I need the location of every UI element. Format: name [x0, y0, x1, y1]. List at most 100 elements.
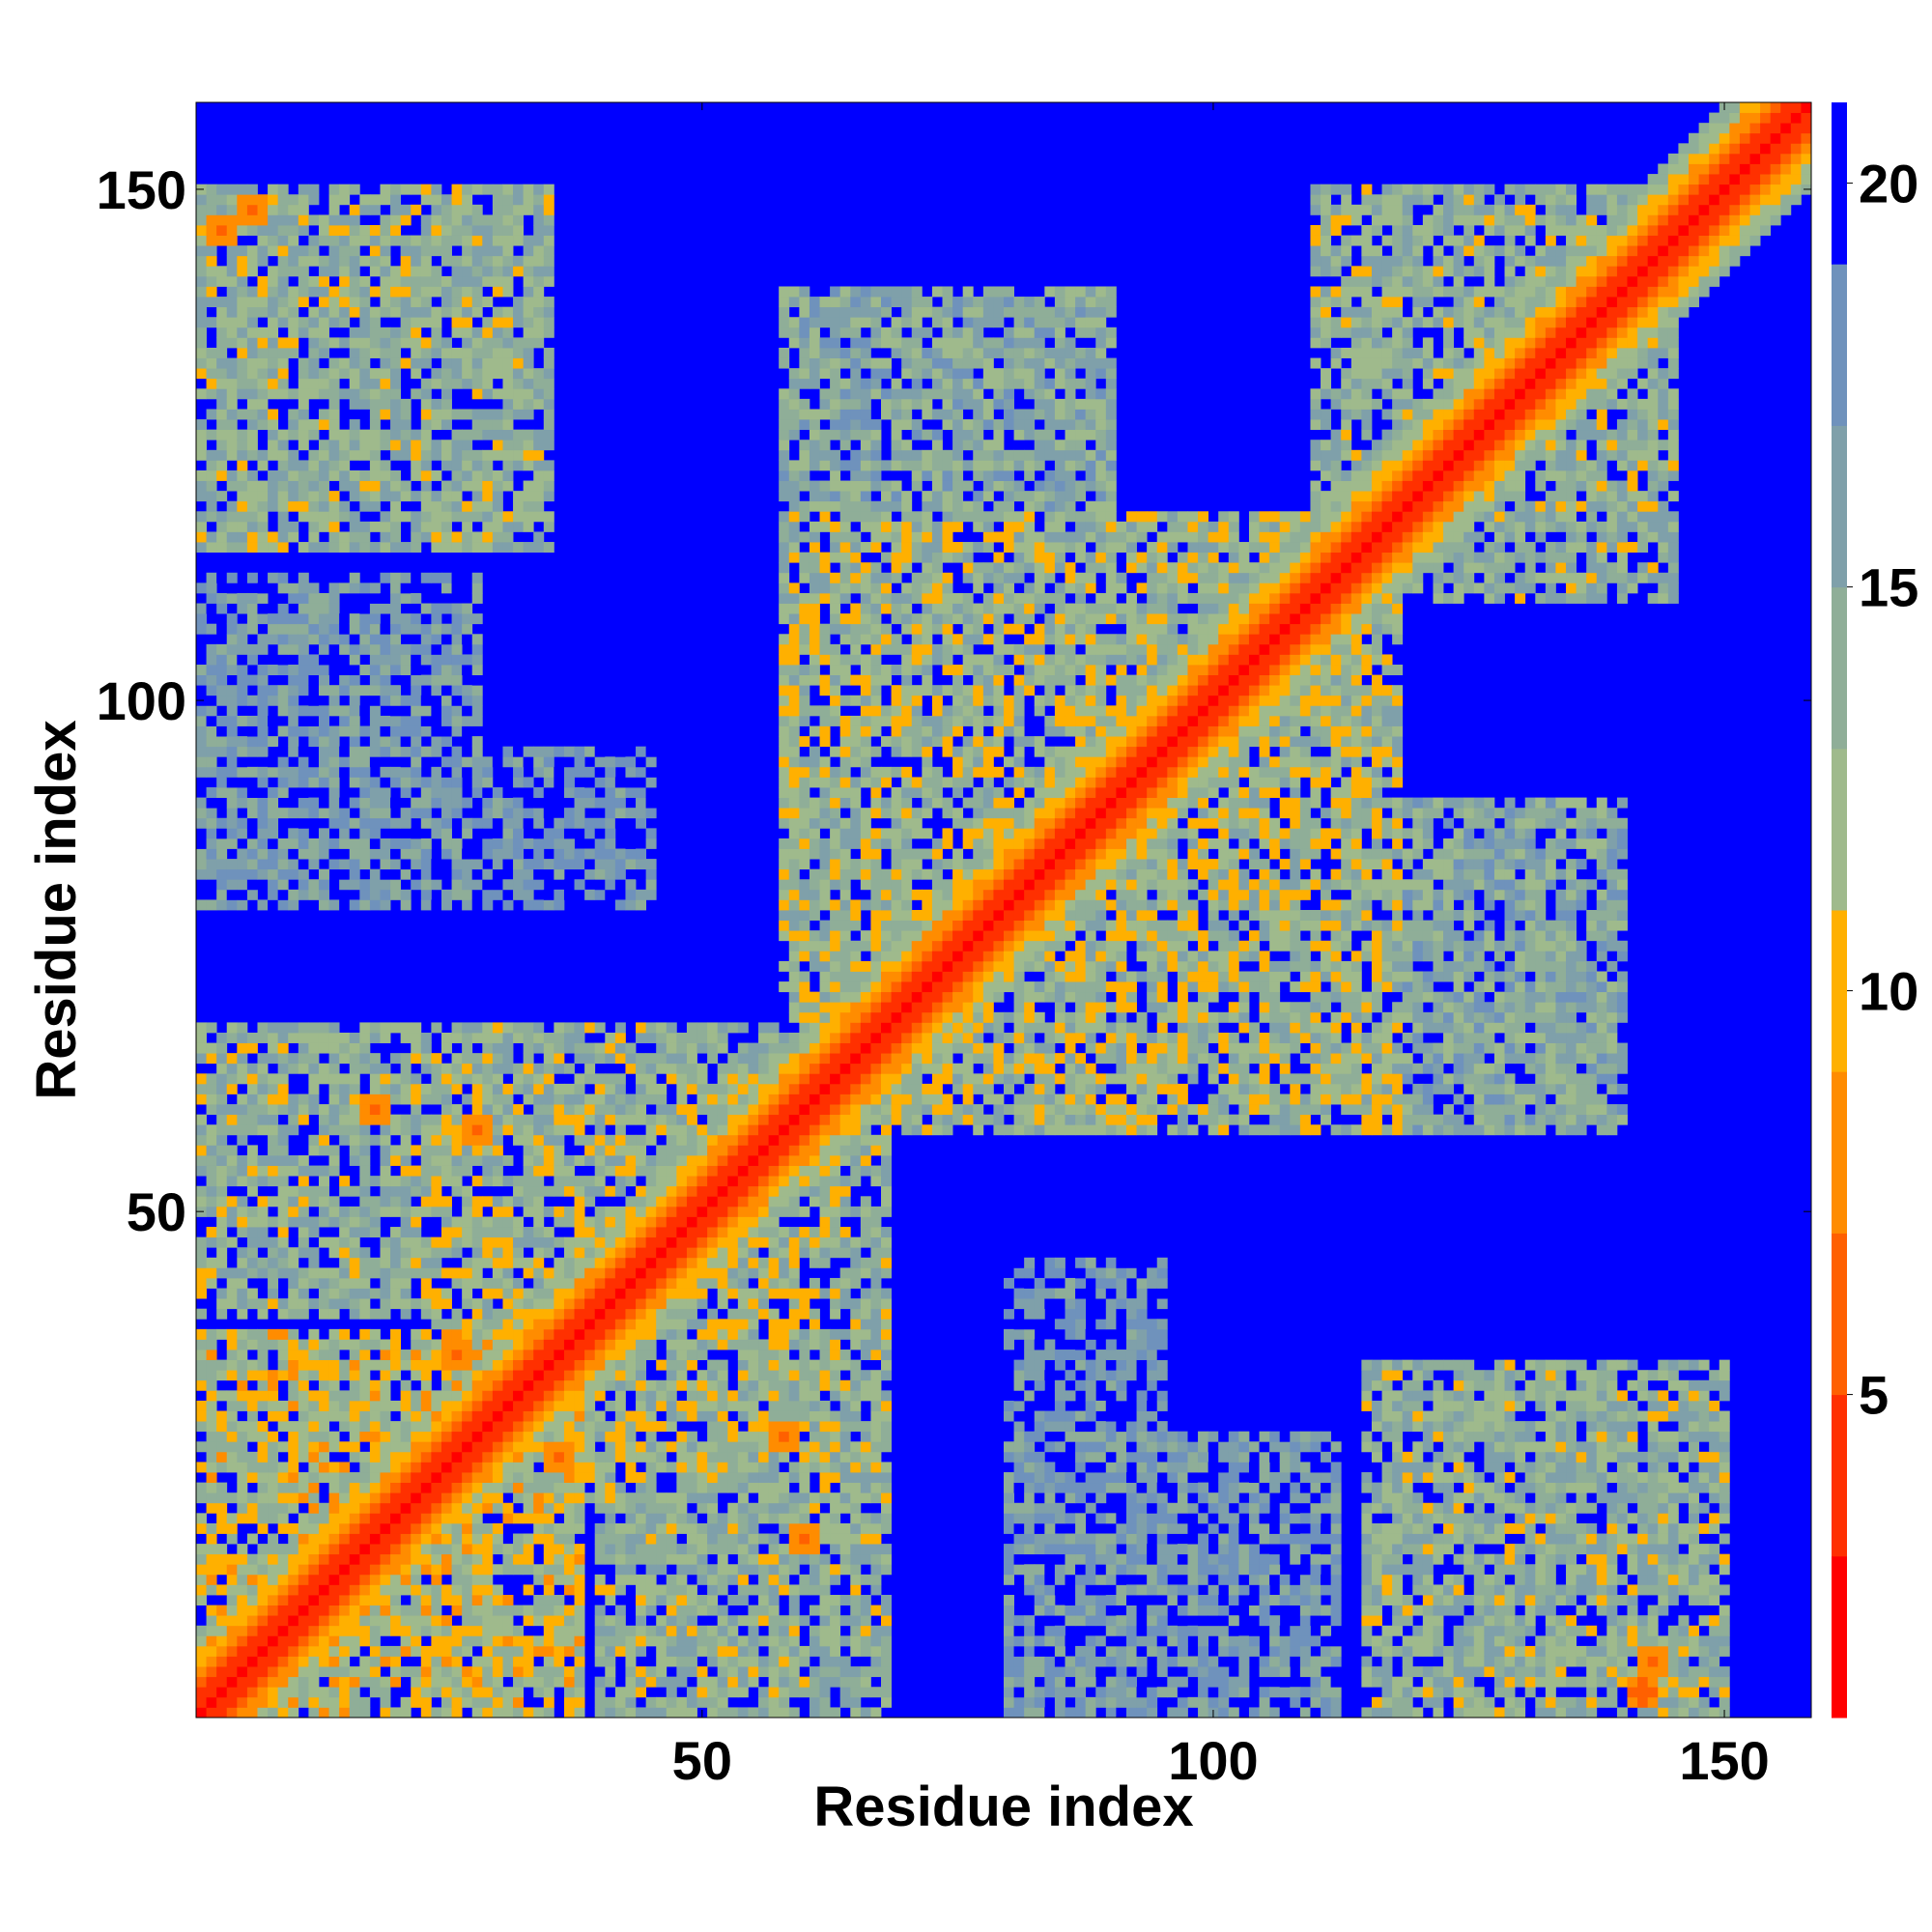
heatmap-cell [359, 235, 371, 246]
heatmap-cell [308, 1227, 320, 1238]
heatmap-cell [543, 1134, 554, 1146]
heatmap-cell [237, 643, 248, 655]
heatmap-cell [277, 521, 289, 532]
heatmap-cell [471, 1216, 483, 1228]
heatmap-cell [369, 1308, 381, 1320]
heatmap-cell [268, 1022, 279, 1034]
heatmap-cell [318, 1216, 329, 1228]
heatmap-cell [666, 1104, 677, 1116]
heatmap-cell [686, 1257, 697, 1268]
heatmap-cell [666, 1687, 677, 1698]
heatmap-cell [318, 1462, 329, 1473]
heatmap-cell [636, 1094, 647, 1105]
heatmap-cell [308, 1431, 320, 1442]
heatmap-cell [451, 838, 463, 849]
heatmap-cell [298, 214, 309, 226]
heatmap-cell [594, 1073, 606, 1085]
heatmap-cell [246, 1707, 258, 1719]
heatmap-cell [605, 1257, 616, 1268]
heatmap-cell [369, 1257, 381, 1268]
heatmap-cell [482, 542, 494, 554]
heatmap-cell [471, 1410, 483, 1422]
heatmap-cell [625, 838, 637, 849]
heatmap-cell [308, 1196, 320, 1208]
heatmap-cell [440, 1492, 452, 1504]
heatmap-cell [411, 1645, 422, 1657]
heatmap-cell [196, 1124, 207, 1136]
heatmap-cell [656, 1502, 668, 1514]
heatmap-cell [533, 1522, 545, 1534]
heatmap-cell [584, 1441, 596, 1453]
heatmap-cell [226, 480, 238, 492]
heatmap-cell [206, 1707, 217, 1719]
heatmap-cell [277, 337, 289, 349]
heatmap-cell [359, 337, 371, 349]
heatmap-cell [411, 1533, 422, 1545]
heatmap-cell [359, 623, 371, 635]
heatmap-cell [482, 1236, 494, 1248]
heatmap-cell [196, 705, 207, 717]
heatmap-cell [656, 1584, 668, 1596]
heatmap-cell [614, 1185, 626, 1197]
heatmap-cell [614, 817, 626, 829]
heatmap-cell [696, 1635, 708, 1647]
heatmap-cell [420, 859, 432, 870]
heatmap-cell [563, 1319, 575, 1330]
heatmap-cell [594, 868, 606, 880]
heatmap-cell [226, 838, 238, 849]
heatmap-cell [380, 306, 391, 318]
heatmap-cell [605, 1370, 616, 1381]
heatmap-cell [462, 1022, 473, 1034]
heatmap-cell [226, 409, 238, 420]
heatmap-cell [554, 1267, 565, 1279]
heatmap-cell [369, 899, 381, 911]
heatmap-cell [359, 777, 371, 788]
heatmap-cell [605, 1165, 616, 1177]
heatmap-cell [196, 306, 207, 318]
heatmap-cell [216, 1247, 228, 1259]
heatmap-cell [411, 1615, 422, 1627]
heatmap-cell [411, 1687, 422, 1698]
heatmap-cell [206, 1196, 217, 1208]
heatmap-cell [482, 357, 494, 369]
heatmap-cell [339, 582, 351, 594]
heatmap-cell [257, 1257, 269, 1268]
heatmap-cell [440, 797, 452, 809]
heatmap-cell [440, 1247, 452, 1259]
heatmap-cell [420, 613, 432, 625]
heatmap-cell [431, 500, 442, 512]
heatmap-cell [645, 1196, 657, 1208]
heatmap-cell [696, 1595, 708, 1605]
heatmap-cell [380, 1267, 391, 1279]
heatmap-cell [216, 224, 228, 236]
heatmap-cell [451, 1227, 463, 1238]
heatmap-cell [563, 848, 575, 860]
heatmap-cell [666, 1124, 677, 1136]
heatmap-cell [645, 1441, 657, 1453]
heatmap-cell [656, 1421, 668, 1433]
heatmap-cell [400, 1053, 412, 1065]
heatmap-cell [237, 623, 248, 635]
heatmap-cell [298, 1421, 309, 1433]
heatmap-cell [696, 1645, 708, 1657]
heatmap-cell [411, 204, 422, 215]
heatmap-cell [584, 859, 596, 870]
heatmap-cell [533, 1421, 545, 1433]
heatmap-cell [482, 1032, 494, 1043]
heatmap-cell [328, 1370, 340, 1381]
heatmap-cell [543, 480, 554, 492]
heatmap-cell [513, 368, 525, 380]
heatmap-cell [328, 1390, 340, 1402]
heatmap-cell [431, 1410, 442, 1422]
heatmap-cell [492, 327, 503, 338]
heatmap-cell [246, 1370, 258, 1381]
heatmap-cell [636, 1553, 647, 1565]
heatmap-cell [277, 1482, 289, 1493]
heatmap-cell [533, 1134, 545, 1146]
heatmap-cell [328, 1165, 340, 1177]
heatmap-cell [288, 643, 299, 655]
heatmap-cell [318, 419, 329, 431]
heatmap-cell [462, 848, 473, 860]
heatmap-cell [462, 1257, 473, 1268]
heatmap-cell [369, 521, 381, 532]
